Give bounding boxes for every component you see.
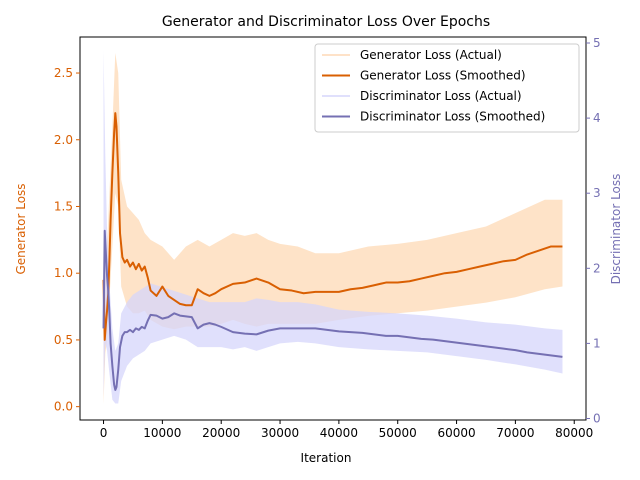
legend-label-generator-loss-smoothed: Generator Loss (Smoothed) [360,69,526,83]
y-left-tick-label: 0.0 [54,400,73,414]
y-left-tick-label: 2.5 [54,66,73,80]
y-left-tick-label: 0.5 [54,333,73,347]
y-axis-left-label: Generator Loss [14,183,28,274]
x-tick-label: 80000 [555,426,593,440]
x-tick-label: 70000 [496,426,534,440]
smoothed-lines [102,112,563,391]
y-right-tick-label: 2 [593,261,601,275]
legend-label-discriminator-loss-smoothed: Discriminator Loss (Smoothed) [360,110,545,124]
y-right-tick-label: 3 [593,186,601,200]
x-tick-label: 0 [100,426,108,440]
y-right-tick-label: 5 [593,36,601,50]
series-line-discriminator-loss-smoothed [102,229,563,391]
x-tick-label: 10000 [143,426,181,440]
x-tick-label: 60000 [437,426,475,440]
y-axis-left: 0.0 0.5 1.0 1.5 2.0 2.5 [54,66,80,414]
x-tick-label: 50000 [379,426,417,440]
series-band-discriminator-loss-actual [103,50,563,404]
chart-title: Generator and Discriminator Loss Over Ep… [162,14,490,30]
y-left-tick-label: 2.0 [54,133,73,147]
x-tick-label: 20000 [202,426,240,440]
legend-label-discriminator-loss-actual: Discriminator Loss (Actual) [360,89,522,103]
legend: Generator Loss (Actual) Generator Loss (S… [314,43,580,133]
series-line-generator-loss-smoothed [102,112,563,341]
x-tick-label: 30000 [261,426,299,440]
y-left-tick-label: 1.5 [54,199,73,213]
y-axis-right: 0 1 2 3 4 5 [586,36,601,425]
x-axis: 0 10000 20000 30000 40000 50000 60000 70000 8000… [100,420,593,440]
y-right-tick-label: 1 [593,336,601,350]
x-axis-label: Iteration [301,451,352,465]
y-right-tick-label: 0 [593,411,601,425]
plot-area [79,36,587,421]
plot-frame [79,36,587,421]
y-right-tick-label: 4 [593,111,601,125]
legend-box [314,43,580,133]
x-tick-label: 40000 [320,426,358,440]
y-left-tick-label: 1.0 [54,266,73,280]
legend-label-generator-loss-actual: Generator Loss (Actual) [360,48,502,62]
actual-bands [103,50,563,404]
y-axis-right-label: Discriminator Loss [609,174,623,285]
